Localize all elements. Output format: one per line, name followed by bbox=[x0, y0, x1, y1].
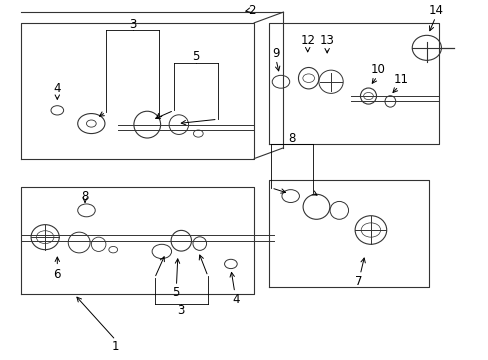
Text: 9: 9 bbox=[272, 47, 279, 60]
Text: 3: 3 bbox=[129, 18, 136, 31]
Text: 14: 14 bbox=[428, 4, 443, 17]
Text: 6: 6 bbox=[54, 268, 61, 281]
Text: 8: 8 bbox=[81, 190, 88, 203]
Text: 12: 12 bbox=[300, 34, 315, 47]
Text: 13: 13 bbox=[319, 34, 334, 47]
Text: 11: 11 bbox=[393, 73, 408, 86]
Text: 2: 2 bbox=[247, 4, 255, 17]
Text: 8: 8 bbox=[288, 132, 295, 145]
Text: 10: 10 bbox=[370, 63, 385, 76]
Text: 7: 7 bbox=[354, 275, 362, 288]
Text: 4: 4 bbox=[231, 293, 239, 306]
Text: 5: 5 bbox=[171, 286, 179, 299]
Text: 3: 3 bbox=[177, 304, 184, 317]
Text: 4: 4 bbox=[54, 82, 61, 95]
Text: 1: 1 bbox=[112, 339, 119, 352]
Text: 5: 5 bbox=[192, 50, 199, 63]
